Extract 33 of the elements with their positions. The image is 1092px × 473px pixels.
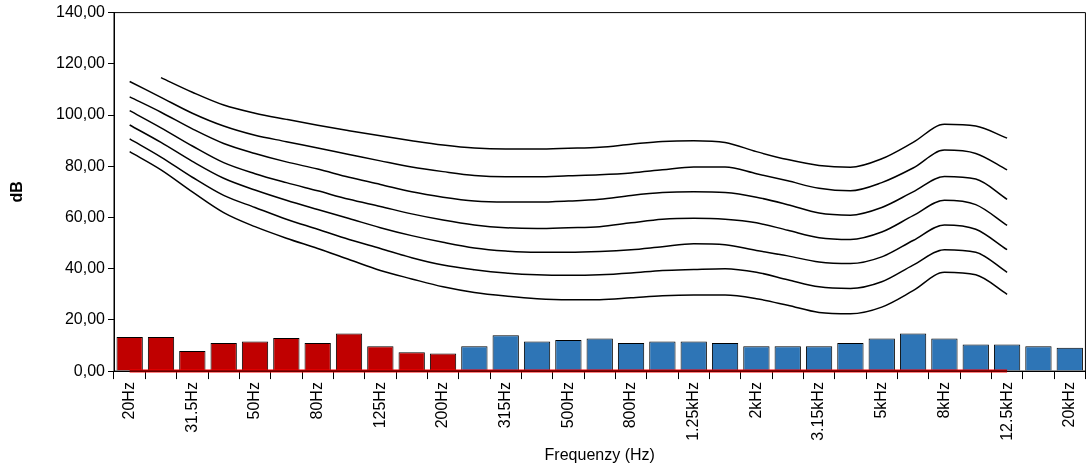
x-tick-label: 125Hz [370, 382, 388, 429]
y-tick-label: 20,00 [64, 310, 106, 328]
y-tick-label: 140,00 [56, 3, 106, 21]
x-tick-label: 20kHz [1060, 382, 1078, 428]
line-series [128, 80, 1008, 192]
y-axis-title: dB [8, 181, 26, 203]
y-tick-label: 80,00 [64, 156, 106, 174]
y-tick-label: 40,00 [64, 259, 106, 277]
x-tick-label: 12.5kHz [997, 382, 1015, 441]
x-tick-label: 315Hz [496, 382, 514, 429]
line-series [160, 76, 1008, 169]
x-tick-label: 500Hz [558, 382, 576, 429]
line-series [128, 138, 1008, 290]
line-series [128, 124, 1008, 265]
x-tick-label: 20Hz [120, 382, 138, 420]
x-tick-label: 3.15kHz [809, 382, 827, 441]
x-tick-label: 5kHz [872, 382, 890, 419]
x-tick-label: 2kHz [746, 382, 764, 419]
x-tick-label: 50Hz [245, 382, 263, 420]
y-tick-label: 0,00 [73, 361, 106, 379]
x-tick-label: 800Hz [621, 382, 639, 429]
x-tick-label: 31.5Hz [182, 382, 200, 433]
x-tick-label: 200Hz [433, 382, 451, 429]
x-tick-label: 8kHz [934, 382, 952, 419]
line-series [128, 109, 1008, 241]
line-series [128, 150, 1008, 315]
x-tick-label: 1.25kHz [684, 382, 702, 441]
line-series [128, 96, 1008, 216]
x-axis-title: Frequenzy (Hz) [544, 445, 655, 463]
y-tick-label: 120,00 [56, 54, 106, 72]
y-tick-label: 100,00 [56, 105, 106, 123]
x-tick-label: 80Hz [308, 382, 326, 420]
y-tick-label: 60,00 [64, 207, 106, 225]
